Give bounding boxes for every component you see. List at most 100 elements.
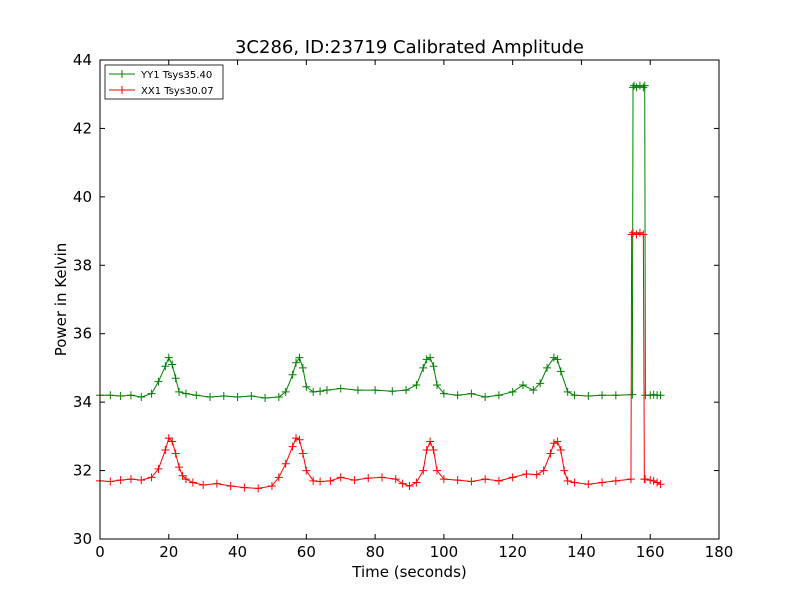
chart-title: 3C286, ID:23719 Calibrated Amplitude [235,37,584,58]
data-point [295,353,304,362]
x-tick-label: 100 [430,543,459,561]
data-point [649,476,658,485]
data-point [529,386,538,395]
data-point [295,435,304,444]
data-point [137,393,146,402]
data-point [570,478,579,487]
data-point [154,464,163,473]
x-tick-label: 0 [95,543,105,561]
data-point [439,389,448,398]
data-point [274,393,283,402]
data-point [206,393,215,402]
data-point [640,81,649,90]
data-point [175,463,184,472]
data-point [302,382,311,391]
y-axis-title: Power in Kelvin [52,243,70,357]
y-tick-label: 40 [73,188,92,206]
x-tick-label: 140 [567,543,596,561]
data-point [288,442,297,451]
data-point [536,379,545,388]
data-point [168,360,177,369]
series-xx1 [96,228,665,493]
data-point [254,484,263,493]
data-point [171,374,180,383]
data-point [422,355,431,364]
data-point [292,434,301,443]
data-point [539,466,548,475]
data-point [106,477,115,486]
data-point [419,363,428,372]
legend-label-yy1: YY1 Tsys35.40 [140,70,212,81]
data-point [560,466,569,475]
data-point [164,353,173,362]
data-point [322,386,331,395]
x-tick-label: 40 [228,543,247,561]
data-point [553,437,562,446]
legend-box [104,64,224,100]
data-point [426,437,435,446]
plot-area [100,60,719,539]
data-point [508,473,517,482]
data-point [653,478,662,487]
data-point [309,476,318,485]
data-point [433,466,442,475]
data-point [494,391,503,400]
data-point [639,230,648,239]
legend: YY1 Tsys35.40 XX1 Tsys30.07 [104,64,224,100]
data-point [656,391,665,400]
data-point [563,387,572,396]
data-point [106,391,115,400]
legend-marker-yy1 [118,70,126,78]
data-point [336,384,345,393]
data-point [219,391,228,400]
data-point [553,355,562,364]
series-line-yy1 [100,84,661,399]
data-point [556,446,565,455]
data-point [126,475,135,484]
y-tick-label: 38 [73,256,92,274]
data-point [412,381,421,390]
tick-layer: 0 20 40 60 80 100 120 140 160 180 30 32 34 36 38 40 42 44 [73,51,733,561]
data-point [302,466,311,475]
data-point [656,480,665,489]
data-point [543,363,552,372]
data-point [137,476,146,485]
data-point [326,476,335,485]
series-yy1 [96,81,665,403]
data-point [549,353,558,362]
data-point [240,483,249,492]
data-point [116,476,125,485]
data-point [181,389,190,398]
data-point [494,476,503,485]
legend-label-xx1: XX1 Tsys30.07 [141,86,214,97]
data-point [611,391,620,400]
data-point [429,362,438,371]
data-point [570,391,579,400]
data-point [391,475,400,484]
data-point [632,230,641,239]
data-point [453,476,462,485]
data-point [563,476,572,485]
data-point [316,477,325,486]
data-point [298,449,307,458]
y-tick-label: 36 [73,325,92,343]
data-point [522,469,531,478]
data-point [147,473,156,482]
data-point [181,475,190,484]
data-point [584,391,593,400]
plot-frame [99,59,720,540]
data-point [353,386,362,395]
data-point [632,83,641,92]
x-axis-title: Time (seconds) [351,563,467,581]
y-tick-label: 44 [73,51,92,69]
data-point [481,475,490,484]
data-point [350,476,359,485]
data-point [281,387,290,396]
data-point [168,437,177,446]
data-point [226,481,235,490]
data-point [628,390,637,399]
data-point [549,439,558,448]
y-tick-label: 34 [73,393,92,411]
data-point [419,466,428,475]
